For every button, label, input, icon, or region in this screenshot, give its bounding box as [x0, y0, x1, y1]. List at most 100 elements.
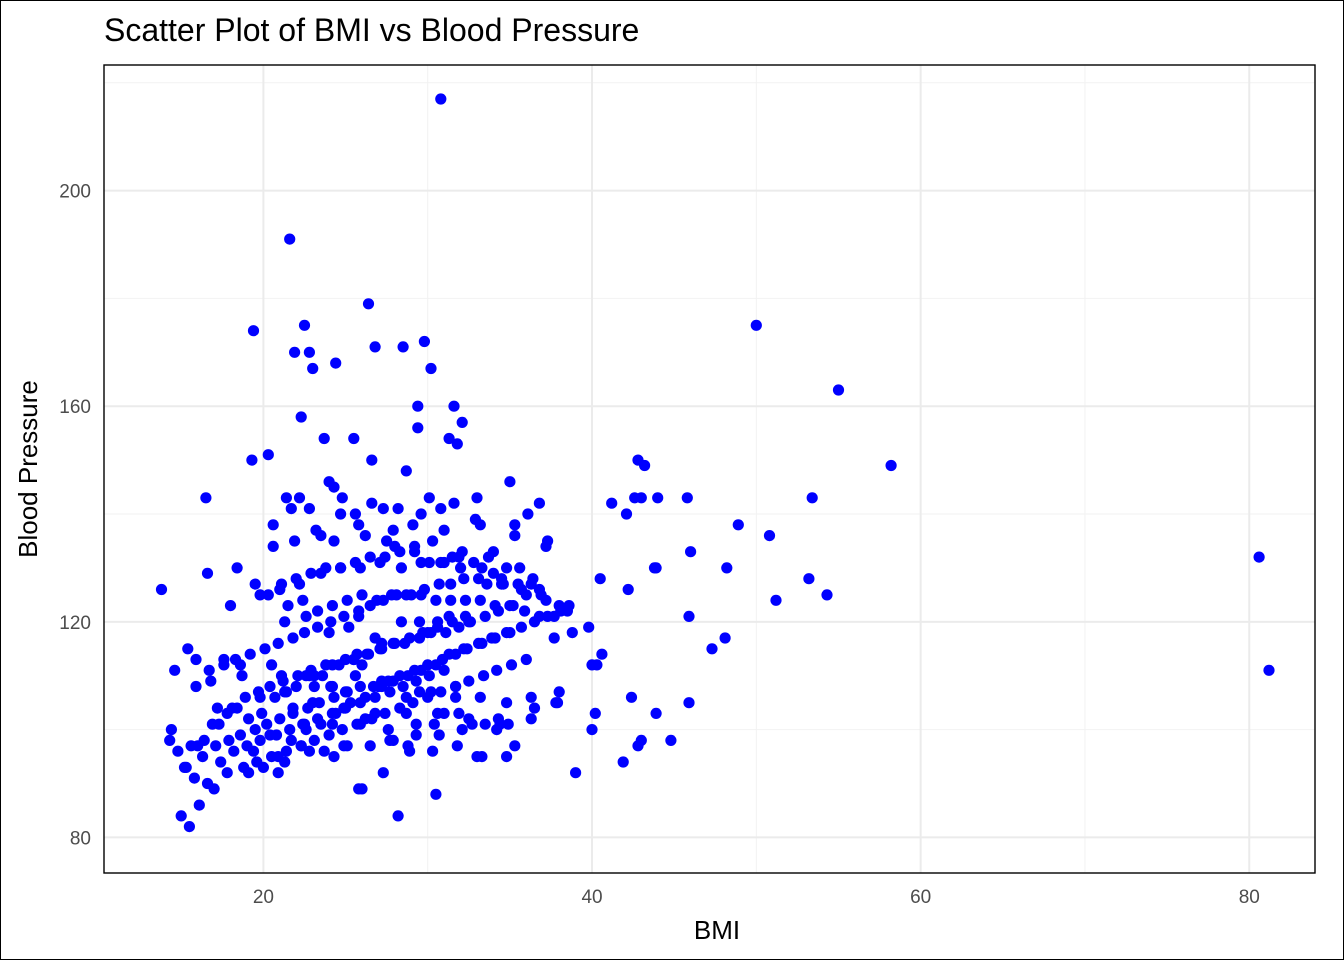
data-point [243, 713, 255, 725]
data-point [770, 594, 782, 606]
data-point [287, 632, 299, 644]
data-point [632, 454, 644, 466]
data-point [359, 691, 371, 703]
data-point [298, 627, 311, 639]
data-point [284, 233, 296, 245]
data-point [474, 691, 486, 703]
data-point [323, 627, 335, 639]
data-point [433, 578, 445, 590]
data-point [377, 503, 389, 515]
data-point [320, 659, 332, 671]
data-point [272, 637, 284, 650]
data-point [392, 810, 404, 822]
data-point [343, 621, 355, 633]
data-point [318, 432, 330, 445]
data-point [289, 346, 301, 358]
data-point [402, 670, 414, 682]
data-point [427, 535, 439, 547]
data-point [308, 734, 320, 747]
data-point [247, 745, 260, 757]
data-point [165, 724, 177, 736]
data-point [315, 530, 327, 542]
data-point [226, 702, 238, 714]
data-point [295, 411, 307, 423]
data-point [336, 492, 348, 504]
data-point [349, 508, 361, 520]
data-point [471, 492, 483, 504]
data-point [256, 707, 268, 720]
data-point [479, 610, 491, 623]
data-point [410, 675, 422, 687]
data-point [400, 691, 412, 703]
data-point [155, 583, 168, 596]
data-point [231, 562, 243, 574]
data-point [326, 600, 338, 612]
data-point [397, 680, 409, 693]
data-point [453, 551, 465, 563]
data-point [330, 357, 342, 369]
data-point [200, 492, 212, 504]
data-point [885, 459, 897, 472]
data-point [354, 680, 366, 693]
grid [104, 65, 1315, 873]
data-point [282, 600, 294, 612]
data-point [300, 610, 312, 623]
data-point [379, 707, 391, 720]
data-point [211, 702, 223, 714]
panel-border [103, 64, 1316, 874]
data-point [386, 589, 398, 601]
x-tick-label: 40 [581, 887, 602, 908]
data-point [412, 422, 424, 434]
data-point [1263, 664, 1275, 676]
y-tick-label: 160 [59, 397, 91, 418]
data-point [525, 578, 537, 590]
data-point [425, 686, 437, 698]
data-point [275, 670, 288, 682]
data-point [445, 594, 457, 606]
data-point [239, 691, 251, 703]
data-point [208, 783, 220, 795]
data-point [338, 740, 350, 752]
data-point [384, 734, 396, 747]
data-point [435, 686, 447, 698]
data-point [491, 664, 503, 676]
data-point [450, 680, 462, 693]
data-point [404, 745, 416, 757]
data-point [267, 540, 279, 553]
data-point [456, 416, 468, 428]
data-point [525, 713, 537, 725]
data-point [349, 670, 361, 682]
data-point [433, 729, 445, 741]
data-point [533, 497, 546, 509]
data-point [298, 319, 311, 331]
data-point [262, 589, 274, 601]
data-point [246, 454, 258, 466]
data-point [303, 503, 315, 515]
data-point [198, 734, 210, 747]
data-point [369, 707, 381, 720]
data-point [496, 573, 508, 585]
data-point [548, 632, 560, 644]
data-point [652, 492, 664, 504]
data-point [469, 513, 481, 526]
data-point [318, 745, 330, 757]
data-point [197, 751, 209, 763]
data-point [333, 659, 345, 671]
data-point [308, 670, 320, 682]
data-point [323, 729, 335, 741]
y-tick-label: 120 [59, 613, 91, 634]
data-point [164, 734, 176, 747]
data-point [221, 767, 233, 779]
data-point [561, 605, 574, 617]
data-point [300, 670, 312, 682]
data-point [236, 670, 248, 682]
data-point [683, 697, 695, 709]
data-point [279, 756, 291, 768]
data-point [438, 524, 450, 536]
data-point [339, 686, 352, 698]
data-point [387, 675, 399, 687]
data-point [254, 691, 266, 703]
data-point [417, 627, 429, 639]
data-point [821, 589, 833, 601]
data-point [504, 600, 516, 612]
